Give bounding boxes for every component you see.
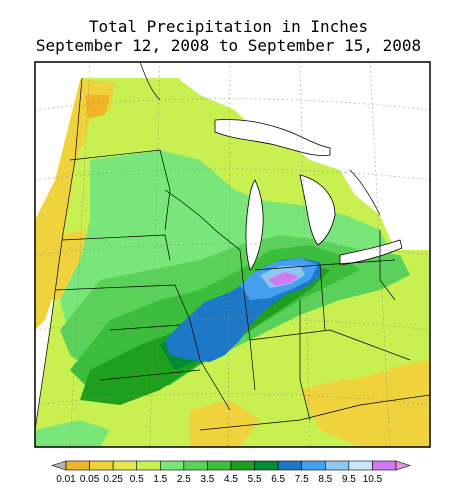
legend-swatch <box>112 460 138 471</box>
legend-swatch <box>183 460 208 471</box>
precip-region-sw-green <box>35 420 110 447</box>
legend-tick-label: 2.5 <box>177 474 191 485</box>
legend-swatch <box>65 460 90 471</box>
map-title: Total Precipitation in Inches <box>88 17 369 36</box>
lake-huron <box>299 174 336 246</box>
no-data-region-north <box>170 62 430 250</box>
legend-swatch <box>159 460 185 471</box>
legend-swatch <box>372 460 397 471</box>
lake-superior <box>214 119 331 157</box>
precip-region-south-yellow <box>190 400 260 447</box>
legend-swatch <box>89 460 114 471</box>
precipitation-fields <box>35 62 430 447</box>
legend-tick-label: 0.01 <box>56 474 76 485</box>
legend-swatch-max-arrow <box>395 460 411 471</box>
legend-tick-label: 6.5 <box>271 474 285 485</box>
legend-swatch <box>230 460 255 471</box>
legend-swatch <box>324 460 350 471</box>
legend-tick-label: 3.5 <box>200 474 214 485</box>
lake-michigan <box>245 179 264 271</box>
map-subtitle: September 12, 2008 to September 15, 2008 <box>35 36 422 55</box>
legend-tick-label: 1.5 <box>153 474 167 485</box>
legend-swatch <box>301 460 326 471</box>
legend-swatch <box>277 460 303 471</box>
legend-swatch <box>207 460 232 471</box>
legend-tick-label: 7.5 <box>295 474 309 485</box>
state-borders <box>35 62 430 431</box>
legend-tick-label: 10.5 <box>363 474 383 485</box>
legend-tick-label: 5.5 <box>248 474 262 485</box>
legend-tick-label: 8.5 <box>318 474 332 485</box>
precip-region-max-pink <box>268 272 298 286</box>
map-frame <box>34 61 431 448</box>
legend-tick-label: 0.25 <box>103 474 123 485</box>
precip-region-nw-orange <box>85 95 110 118</box>
legend-swatch <box>136 460 161 471</box>
legend-tick-label: 0.5 <box>130 474 144 485</box>
legend-tick-label: 9.5 <box>342 474 356 485</box>
legend-swatch-min-arrow <box>51 460 67 471</box>
legend-swatch <box>348 460 373 471</box>
legend-tick-label: 0.05 <box>80 474 100 485</box>
legend-swatch <box>254 460 279 471</box>
precip-region-se-yellow <box>300 360 430 447</box>
legend-tick-label: 4.5 <box>224 474 238 485</box>
graticule <box>35 62 430 447</box>
precip-region-se-lightgreen <box>320 335 400 380</box>
